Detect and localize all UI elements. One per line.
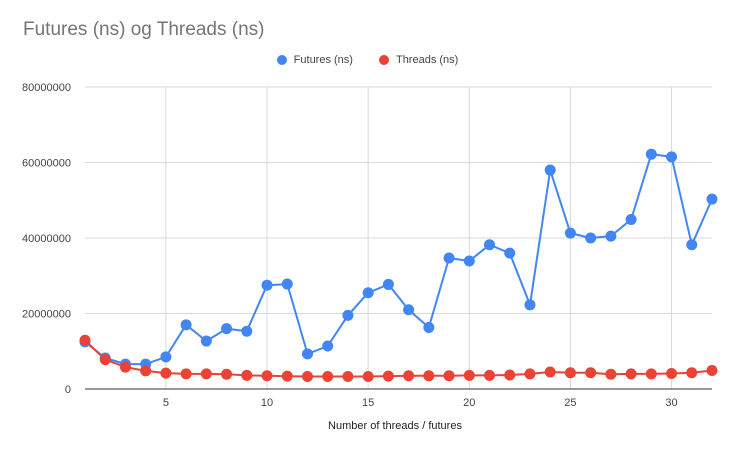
data-point-threads <box>544 366 556 378</box>
data-point-threads <box>301 371 313 383</box>
data-point-threads <box>403 370 415 382</box>
data-point-threads <box>241 369 253 381</box>
data-point-threads <box>605 368 617 380</box>
data-point-threads <box>524 368 536 380</box>
x-tick-label: 5 <box>163 397 169 409</box>
y-tick-label: 80000000 <box>22 82 71 94</box>
x-tick-label: 20 <box>463 397 475 409</box>
data-point-threads <box>160 367 172 379</box>
data-point-futures <box>544 164 556 176</box>
data-point-futures <box>241 325 253 337</box>
data-point-futures <box>261 279 273 291</box>
data-point-threads <box>342 371 354 383</box>
x-tick-label: 30 <box>665 397 677 409</box>
y-tick-label: 40000000 <box>22 233 71 245</box>
data-point-threads <box>362 371 374 383</box>
data-point-threads <box>281 370 293 382</box>
data-point-futures <box>180 319 192 331</box>
data-point-futures <box>463 255 475 267</box>
data-point-threads <box>443 370 455 382</box>
data-point-futures <box>342 309 354 321</box>
data-point-threads <box>423 370 435 382</box>
x-tick-label: 10 <box>261 397 273 409</box>
data-point-futures <box>524 299 536 311</box>
data-point-threads <box>221 368 233 380</box>
data-point-threads <box>463 369 475 381</box>
data-point-threads <box>119 361 131 373</box>
data-point-futures <box>362 287 374 299</box>
data-point-futures <box>706 193 718 205</box>
data-point-futures <box>443 252 455 264</box>
data-point-threads <box>504 369 516 381</box>
data-point-threads <box>261 370 273 382</box>
x-tick-label: 25 <box>564 397 576 409</box>
data-point-futures <box>403 304 415 316</box>
data-point-futures <box>423 321 435 333</box>
data-point-futures <box>645 148 657 160</box>
data-point-futures <box>605 230 617 242</box>
data-point-threads <box>140 365 152 377</box>
y-tick-label: 60000000 <box>22 158 71 170</box>
data-point-threads <box>79 334 91 346</box>
data-point-threads <box>666 368 678 380</box>
data-point-threads <box>585 367 597 379</box>
data-point-threads <box>686 367 698 379</box>
data-point-futures <box>221 323 233 335</box>
data-point-futures <box>200 335 212 347</box>
data-point-futures <box>301 348 313 360</box>
data-point-threads <box>180 368 192 380</box>
data-point-threads <box>706 365 718 377</box>
x-tick-label: 15 <box>362 397 374 409</box>
x-axis-label: Number of threads / futures <box>328 420 462 432</box>
data-point-futures <box>625 214 637 226</box>
data-point-futures <box>484 239 496 251</box>
data-point-threads <box>564 367 576 379</box>
y-tick-label: 20000000 <box>22 309 71 321</box>
data-point-futures <box>160 351 172 363</box>
series-line-threads <box>84 339 713 378</box>
data-point-futures <box>686 239 698 251</box>
legend-item-futures[interactable]: Futures (ns) <box>276 52 353 68</box>
y-tick-label: 0 <box>65 384 71 396</box>
series-line-futures <box>84 153 713 366</box>
legend-label-threads: Threads (ns) <box>395 54 459 66</box>
data-point-futures <box>504 247 516 259</box>
data-point-threads <box>322 371 334 383</box>
data-point-futures <box>564 227 576 239</box>
data-point-threads <box>200 368 212 380</box>
legend-marker-futures <box>276 55 287 65</box>
data-point-futures <box>382 278 394 290</box>
data-point-futures <box>322 340 334 352</box>
data-point-futures <box>585 232 597 244</box>
legend-marker-threads <box>378 55 389 65</box>
data-point-threads <box>645 368 657 380</box>
legend-label-futures: Futures (ns) <box>293 54 353 66</box>
legend-item-threads[interactable]: Threads (ns) <box>378 52 459 68</box>
legend: Futures (ns) Threads (ns) <box>0 52 735 68</box>
data-point-threads <box>484 369 496 381</box>
data-point-threads <box>99 354 111 366</box>
data-point-futures <box>666 151 678 163</box>
data-point-futures <box>281 278 293 290</box>
chart-title: Futures (ns) og Threads (ns) <box>23 19 265 40</box>
data-point-threads <box>382 370 394 382</box>
data-point-threads <box>625 368 637 380</box>
